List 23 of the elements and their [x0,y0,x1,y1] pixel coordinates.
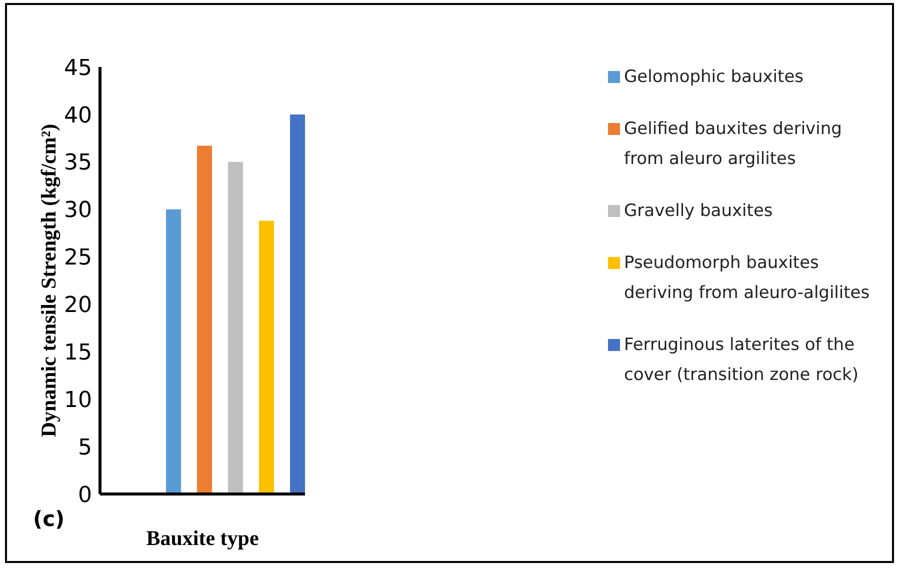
legend-label: Gelified bauxites deriving from aleuro argilites [624,118,843,171]
y-axis-title: Dynamic tensile Strength (kgf/cm²) [36,124,60,438]
x-axis-title: Bauxite type [146,526,259,550]
bar [197,146,212,494]
legend-label: Pseudomorph bauxites deriving from aleuro-algilites [624,252,871,305]
y-tick-label: 5 [78,435,92,460]
legend-label: Gelomophic bauxites [624,66,805,89]
y-tick-label: 20 [64,293,92,318]
y-tick-label: 25 [64,246,92,271]
bar [166,209,181,494]
legend-label: Ferruginous laterites of the cover (transition zone rock) [624,334,860,387]
y-tick-label: 35 [64,150,92,176]
y-tick-label: 0 [78,482,92,508]
y-tick-label: 45 [64,56,92,81]
y-tick-label: 15 [64,340,92,366]
bar [290,114,305,494]
y-tick-label: 40 [64,103,92,128]
legend-label: Gravelly bauxites [624,200,774,223]
y-tick-label: 10 [64,388,92,413]
bar [259,220,274,494]
y-tick-label: 30 [64,198,92,224]
text: (c) [33,507,65,531]
bar [228,162,243,494]
